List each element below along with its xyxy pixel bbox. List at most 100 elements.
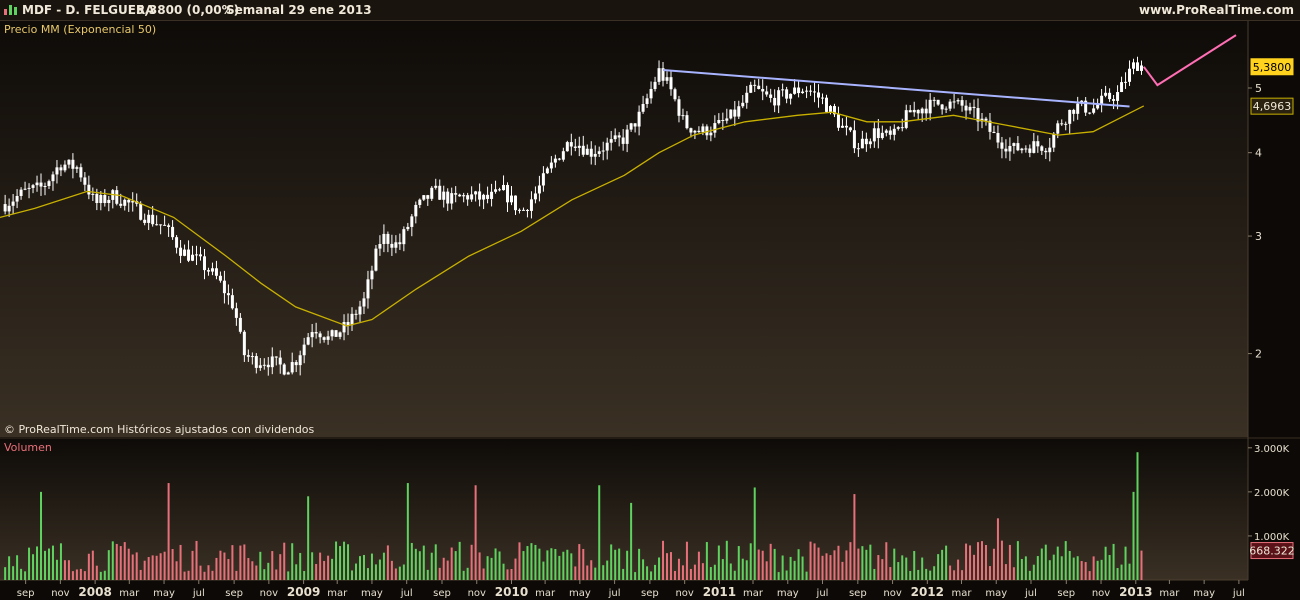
volume-bar: [1012, 567, 1015, 580]
volume-bar: [558, 555, 561, 580]
candle-body: [653, 81, 657, 89]
volume-bar: [335, 541, 338, 580]
candle-body: [593, 153, 597, 157]
candle-body: [840, 125, 844, 128]
candle-body: [338, 332, 342, 337]
candle-body: [123, 199, 127, 206]
candle-body: [67, 159, 71, 165]
volume-bar: [841, 561, 844, 580]
candle-body: [701, 126, 705, 132]
candle-body: [569, 142, 573, 147]
volume-bar: [422, 545, 425, 580]
candle-body: [645, 98, 649, 104]
candle-body: [1132, 62, 1136, 69]
volume-bar: [913, 550, 916, 580]
candle-body: [79, 167, 83, 178]
volume-bar: [1096, 560, 1099, 580]
volume-bar: [921, 557, 924, 580]
volume-bar: [95, 565, 98, 580]
volume-bar: [255, 565, 258, 580]
candle-body: [745, 92, 749, 103]
candle-body: [661, 68, 665, 81]
volume-bar: [881, 559, 884, 580]
volume-bar: [287, 571, 290, 580]
candle-body: [573, 146, 577, 148]
volume-bar: [586, 565, 589, 580]
candle-body: [1032, 141, 1036, 153]
last-volume-tag-text: 668.322: [1249, 545, 1295, 558]
candle-body: [326, 336, 330, 340]
volume-bar: [299, 552, 302, 580]
candle-body: [187, 249, 191, 261]
value-tags: 5,3800 4,6963 668.322: [1249, 58, 1295, 560]
volume-bar: [103, 570, 106, 580]
volume-bar: [251, 561, 254, 580]
candle-body: [892, 128, 896, 135]
volume-panel-bg: [0, 439, 1248, 580]
volume-bar: [941, 549, 944, 580]
time-tick-month-label: sep: [849, 588, 867, 599]
candle-body: [521, 209, 525, 211]
candle-body: [454, 193, 458, 195]
volume-bar: [1092, 556, 1095, 580]
volume-bar: [518, 542, 521, 580]
volume-bar: [323, 560, 326, 580]
candle-body: [757, 85, 761, 89]
volume-bar: [610, 544, 613, 580]
candle-body: [27, 187, 31, 189]
candle-body: [163, 224, 167, 226]
candle-body: [884, 130, 888, 133]
volume-bar: [398, 566, 401, 580]
volume-bar: [155, 555, 158, 580]
volume-bar: [327, 555, 330, 580]
candle-body: [171, 226, 175, 238]
candle-body: [306, 337, 310, 345]
ema-value-tag-text: 4,6963: [1253, 100, 1292, 113]
volume-bar: [247, 558, 250, 580]
volume-bar: [901, 555, 904, 580]
candle-body: [1060, 123, 1064, 125]
volume-bar: [733, 570, 736, 580]
candle-body: [250, 356, 254, 358]
candle-body: [498, 189, 502, 191]
candle-body: [115, 190, 119, 204]
volume-bar: [458, 541, 461, 580]
candle-body: [920, 108, 924, 114]
volume-bar: [351, 570, 354, 580]
candle-body: [330, 330, 334, 337]
volume-tick-label: 1.000K: [1254, 532, 1290, 543]
volume-bar: [650, 571, 653, 580]
candle-body: [290, 362, 294, 373]
candle-body: [952, 101, 956, 103]
candle-body: [282, 364, 286, 375]
candle-body: [362, 298, 366, 307]
volume-bar: [570, 553, 573, 580]
candle-body: [908, 110, 912, 113]
candle-body: [721, 119, 725, 121]
time-tick-month-label: may: [361, 588, 383, 599]
volume-bar: [163, 551, 166, 580]
volume-bar: [183, 571, 186, 580]
candle-body: [139, 203, 143, 220]
time-tick-month-label: nov: [1092, 588, 1110, 599]
candle-body: [541, 173, 545, 186]
candle-body: [478, 191, 482, 200]
volume-bar: [526, 546, 529, 580]
candle-body: [729, 109, 733, 119]
time-tick-month-label: may: [1193, 588, 1215, 599]
candle-body: [382, 233, 386, 245]
candle-body: [805, 90, 809, 92]
candle-body: [266, 364, 270, 368]
volume-bar: [295, 564, 298, 580]
candle-body: [430, 187, 434, 199]
volume-bar: [1036, 556, 1039, 580]
volume-bar: [1136, 452, 1139, 580]
volume-bar: [837, 545, 840, 580]
volume-bar: [522, 551, 525, 580]
volume-bar: [602, 565, 605, 580]
volume-bar: [370, 553, 373, 580]
candle-body: [482, 194, 486, 200]
candle-body: [155, 224, 159, 226]
candle-body: [71, 159, 75, 169]
time-tick-month-label: jul: [1024, 588, 1037, 599]
